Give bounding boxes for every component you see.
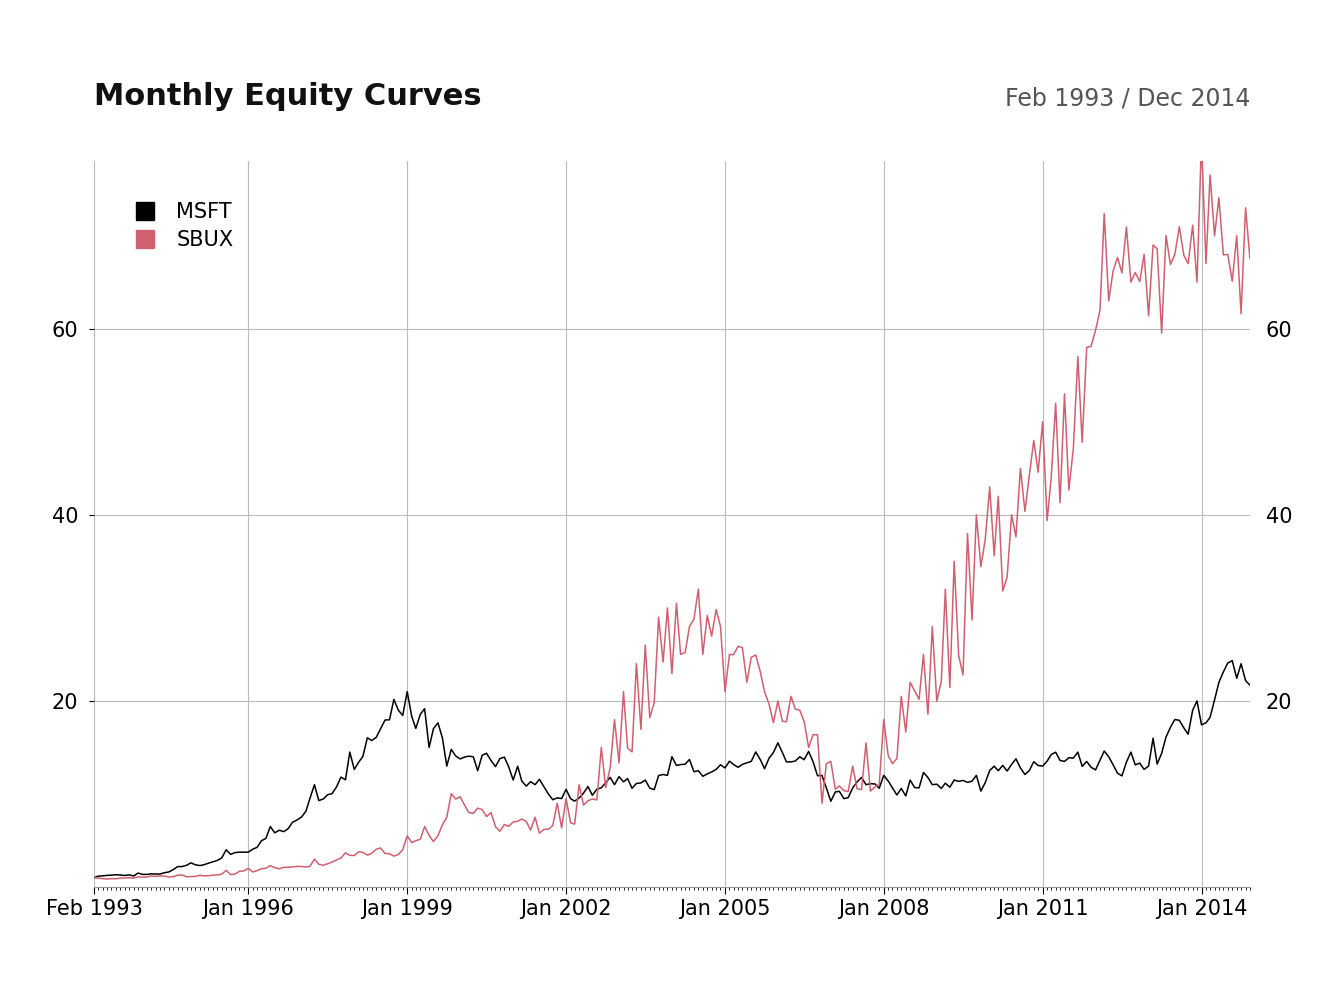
Legend: MSFT, SBUX: MSFT, SBUX (116, 194, 242, 258)
Text: Monthly Equity Curves: Monthly Equity Curves (94, 82, 481, 111)
Text: Feb 1993 / Dec 2014: Feb 1993 / Dec 2014 (1004, 87, 1250, 111)
Line: MSFT: MSFT (94, 660, 1250, 878)
Line: SBUX: SBUX (94, 140, 1250, 879)
